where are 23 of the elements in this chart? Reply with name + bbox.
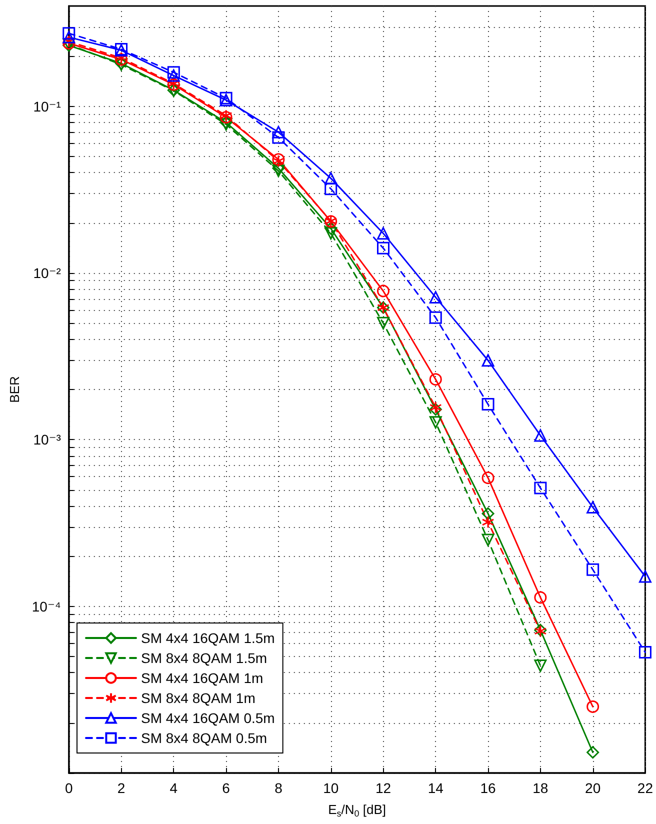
legend-label: SM 4x4 16QAM 1m <box>141 670 264 686</box>
x-tick-label: 4 <box>170 780 178 796</box>
x-tick-label: 6 <box>222 780 230 796</box>
x-tick-label: 18 <box>532 780 548 796</box>
x-tick-label: 2 <box>117 780 126 796</box>
x-tick-label: 10 <box>323 780 339 796</box>
legend-label: SM 8x4 8QAM 0.5m <box>141 730 268 746</box>
y-tick-label: 10⁻² <box>33 265 62 282</box>
x-tick-label: 16 <box>480 780 496 796</box>
legend-label: SM 8x4 8QAM 1.5m <box>141 650 268 666</box>
y-tick-label: 10⁻³ <box>33 432 62 448</box>
legend-label: SM 8x4 8QAM 1m <box>141 690 256 706</box>
x-tick-label: 14 <box>428 780 444 796</box>
legend-label: SM 4x4 16QAM 1.5m <box>141 630 275 646</box>
legend-label: SM 4x4 16QAM 0.5m <box>141 710 275 726</box>
x-tick-label: 0 <box>64 780 73 796</box>
y-tick-label: 10⁻⁴ <box>32 598 61 614</box>
x-tick-label: 12 <box>375 780 392 796</box>
y-axis-title: BER <box>7 376 22 403</box>
x-tick-label: 20 <box>585 780 601 796</box>
x-tick-label: 22 <box>637 780 654 796</box>
x-tick-label: 8 <box>274 780 283 796</box>
y-tick-label: 10⁻¹ <box>33 98 62 114</box>
